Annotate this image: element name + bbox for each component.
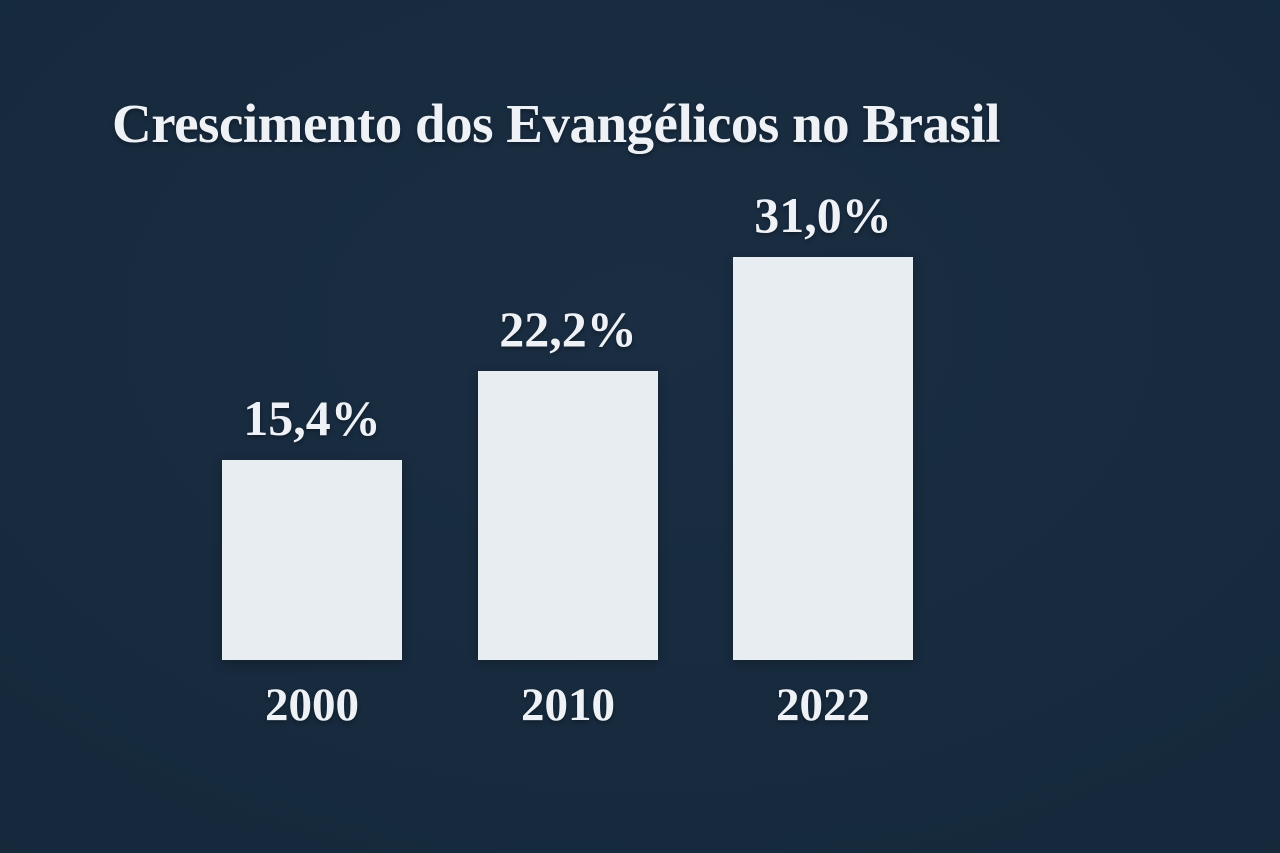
- bar-2000: [222, 460, 402, 660]
- bar-2010: [478, 371, 658, 660]
- bar-group-2022: 31,0% 2022: [733, 186, 913, 729]
- axis-label-2022: 2022: [776, 679, 870, 731]
- value-label-2000: 15,4%: [243, 389, 381, 446]
- axis-label-2000: 2000: [265, 679, 359, 731]
- bar-2022: [733, 257, 913, 660]
- chart-title: Crescimento dos Evangélicos no Brasil: [112, 93, 1000, 154]
- value-label-2022: 31,0%: [754, 186, 892, 243]
- value-label-2010: 22,2%: [499, 300, 637, 357]
- axis-label-2010: 2010: [521, 679, 615, 731]
- bar-group-2010: 22,2% 2010: [478, 300, 658, 729]
- bar-group-2000: 15,4% 2000: [222, 389, 402, 729]
